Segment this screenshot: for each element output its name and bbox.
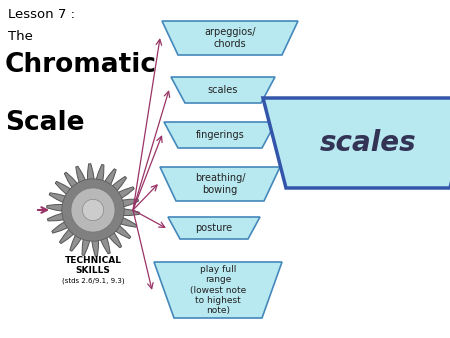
Circle shape — [71, 188, 115, 232]
Polygon shape — [154, 262, 282, 318]
Polygon shape — [263, 98, 450, 188]
Text: Chromatic: Chromatic — [5, 52, 157, 78]
Polygon shape — [168, 217, 260, 239]
Text: Lesson 7 :: Lesson 7 : — [8, 8, 75, 21]
Text: (stds 2.6/9.1, 9.3): (stds 2.6/9.1, 9.3) — [62, 278, 124, 285]
Polygon shape — [164, 122, 276, 148]
Text: TECHNICAL
SKILLS: TECHNICAL SKILLS — [64, 256, 122, 275]
Text: scales: scales — [208, 85, 238, 95]
Polygon shape — [160, 167, 280, 201]
Text: fingerings: fingerings — [196, 130, 244, 140]
Polygon shape — [171, 77, 275, 103]
Circle shape — [82, 199, 104, 221]
Text: play full
range
(lowest note
to highest
note): play full range (lowest note to highest … — [190, 265, 246, 315]
Circle shape — [62, 179, 124, 241]
Polygon shape — [47, 164, 140, 256]
Text: scales: scales — [320, 129, 416, 157]
Text: The: The — [8, 30, 33, 43]
Text: posture: posture — [195, 223, 233, 233]
Text: breathing/
bowing: breathing/ bowing — [195, 173, 245, 195]
Polygon shape — [162, 21, 298, 55]
Text: Scale: Scale — [5, 110, 85, 136]
Text: arpeggios/
chords: arpeggios/ chords — [204, 27, 256, 49]
